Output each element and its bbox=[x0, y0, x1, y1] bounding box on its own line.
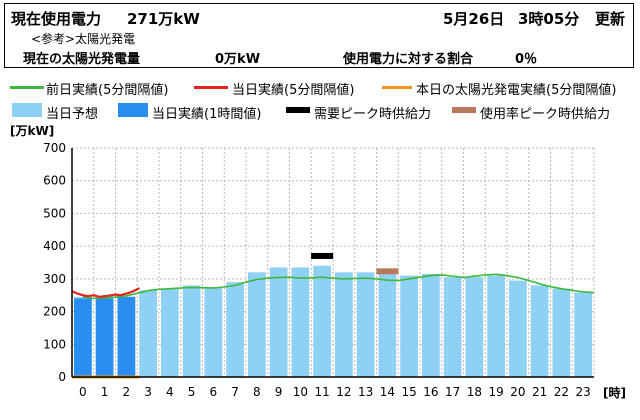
forecast-bar bbox=[400, 275, 418, 377]
y-tick-label: 300 bbox=[43, 272, 66, 286]
y-axis-unit-label: [万kW] bbox=[10, 124, 54, 138]
hourly-actual-bar bbox=[95, 298, 114, 377]
x-tick-label: 20 bbox=[510, 385, 525, 399]
legend-swatch-prev-day bbox=[10, 86, 44, 89]
x-tick-label: 3 bbox=[144, 385, 152, 399]
x-tick-label: 9 bbox=[275, 385, 283, 399]
y-tick-label: 0 bbox=[58, 370, 66, 384]
legend-swatch-usage-peak bbox=[452, 107, 476, 113]
forecast-bar bbox=[552, 288, 571, 377]
legend-swatch-forecast bbox=[12, 103, 42, 117]
x-tick-label: 15 bbox=[401, 385, 416, 399]
forecast-bar bbox=[487, 275, 505, 377]
legend-label-prev-day: 前日実績(5分間隔値) bbox=[46, 83, 169, 98]
update-date: 5月26日 bbox=[443, 10, 505, 28]
legend-label-demand-peak: 需要ピーク時供給力 bbox=[314, 107, 432, 122]
y-tick-label: 600 bbox=[43, 174, 66, 188]
x-axis-unit-label: [時] bbox=[603, 385, 626, 400]
x-tick-label: 6 bbox=[210, 385, 218, 399]
forecast-bar bbox=[269, 267, 288, 377]
x-tick-label: 11 bbox=[314, 385, 329, 399]
usage-peak-marker bbox=[376, 268, 399, 275]
status-panel: 現在使用電力 271万kW 5月26日 3時05分 更新 <参考>太陽光発電 現… bbox=[4, 3, 634, 68]
prev-day-line bbox=[82, 273, 595, 300]
hourly-actual-bar bbox=[117, 296, 136, 377]
x-tick-label: 13 bbox=[358, 385, 373, 399]
hourly-actual-bar bbox=[74, 298, 92, 377]
x-tick-label: 18 bbox=[467, 385, 482, 399]
forecast-bar bbox=[248, 272, 266, 377]
y-tick-label: 500 bbox=[43, 206, 66, 220]
x-tick-label: 5 bbox=[188, 385, 196, 399]
legend-swatch-solar bbox=[382, 86, 412, 89]
forecast-bar bbox=[422, 273, 440, 377]
forecast-bar bbox=[530, 285, 549, 377]
legend-label-forecast: 当日予想 bbox=[46, 107, 99, 122]
x-tick-label: 1 bbox=[101, 385, 109, 399]
x-tick-label: 7 bbox=[231, 385, 239, 399]
forecast-bar bbox=[335, 272, 353, 377]
x-tick-label: 2 bbox=[123, 385, 131, 399]
forecast-bar bbox=[509, 280, 527, 377]
legend-label-solar: 本日の太陽光発電実績(5分間隔値) bbox=[416, 83, 617, 98]
forecast-bar bbox=[465, 277, 484, 377]
chart-markers bbox=[311, 252, 399, 275]
x-tick-label: 8 bbox=[253, 385, 261, 399]
legend-label-today-5min: 当日実績(5分間隔値) bbox=[232, 83, 355, 98]
x-tick-label: 19 bbox=[488, 385, 503, 399]
update-time: 3時05分 bbox=[518, 10, 580, 28]
forecast-bar bbox=[378, 273, 397, 377]
y-tick-label: 200 bbox=[43, 305, 66, 319]
x-tick-label: 4 bbox=[166, 385, 174, 399]
x-tick-label: 21 bbox=[532, 385, 547, 399]
x-tick-label: 17 bbox=[445, 385, 460, 399]
legend-swatch-demand-peak bbox=[286, 107, 310, 113]
forecast-bar bbox=[139, 290, 157, 377]
legend-swatch-today-5min bbox=[194, 86, 228, 89]
x-tick-label: 22 bbox=[554, 385, 569, 399]
x-tick-label: 23 bbox=[575, 385, 590, 399]
current-usage-label: 現在使用電力 bbox=[11, 10, 102, 28]
y-tick-label: 100 bbox=[43, 337, 66, 351]
legend-swatch-hourly-actual bbox=[118, 103, 148, 117]
solar-ratio-value: 0％ bbox=[515, 52, 538, 67]
today-5min-line bbox=[71, 287, 140, 298]
x-tick-label: 14 bbox=[380, 385, 395, 399]
reference-solar-label: <参考>太陽光発電 bbox=[31, 32, 136, 46]
x-tick-label: 16 bbox=[423, 385, 438, 399]
x-tick-label: 12 bbox=[336, 385, 351, 399]
forecast-bar bbox=[226, 282, 244, 377]
chart-legend: 前日実績(5分間隔値) 当日実績(5分間隔値) 本日の太陽光発電実績(5分間隔値… bbox=[4, 76, 634, 122]
chart-bars bbox=[74, 265, 592, 377]
legend-label-usage-peak: 使用率ピーク時供給力 bbox=[480, 107, 611, 122]
forecast-bar bbox=[204, 287, 223, 377]
forecast-bar bbox=[161, 288, 179, 377]
y-tick-label: 700 bbox=[43, 141, 66, 155]
y-tick-label: 400 bbox=[43, 239, 66, 253]
legend-label-hourly-actual: 当日実績(1時間値) bbox=[152, 107, 262, 122]
x-tick-label: 10 bbox=[293, 385, 308, 399]
forecast-bar bbox=[574, 292, 592, 377]
solar-generation-label: 現在の太陽光発電量 bbox=[23, 52, 141, 67]
demand-peak-marker bbox=[311, 252, 334, 259]
forecast-bar bbox=[291, 267, 310, 377]
forecast-bar bbox=[313, 265, 331, 377]
current-usage-value: 271万kW bbox=[127, 10, 200, 28]
forecast-bar bbox=[356, 272, 375, 377]
forecast-bar bbox=[443, 277, 462, 377]
x-tick-label: 0 bbox=[79, 385, 87, 399]
update-label: 更新 bbox=[595, 10, 626, 28]
forecast-bar bbox=[182, 285, 201, 377]
solar-ratio-label: 使用電力に対する割合 bbox=[343, 52, 474, 67]
solar-generation-value: 0万kW bbox=[215, 52, 261, 67]
